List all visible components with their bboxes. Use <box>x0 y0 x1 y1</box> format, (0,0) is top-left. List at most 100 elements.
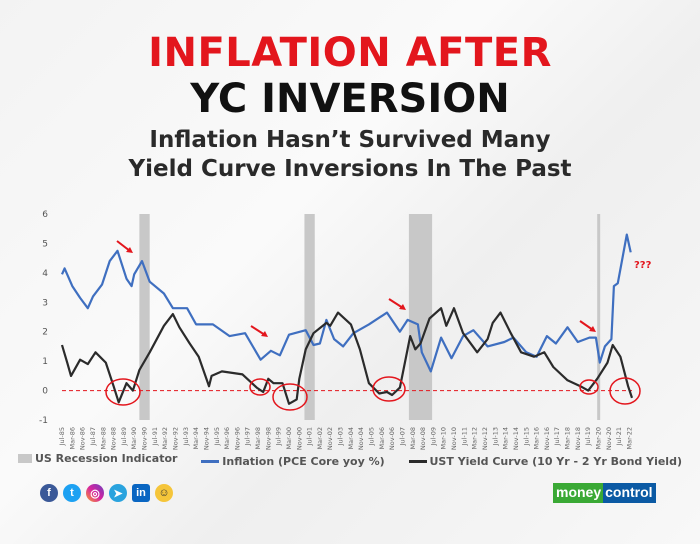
x-tick-label: Mar-18 <box>564 427 572 449</box>
moneycontrol-logo: money control <box>553 483 656 503</box>
x-tick-label: Nov-92 <box>171 427 179 450</box>
x-tick-label: Mar-14 <box>502 427 510 449</box>
logo-control: control <box>603 483 656 503</box>
x-tick-label: Nov-06 <box>388 427 396 450</box>
recession-bar <box>304 214 315 420</box>
x-tick-label: Jul-99 <box>275 427 283 446</box>
x-tick-label: Nov-12 <box>481 427 489 450</box>
x-tick-label: Nov-94 <box>202 427 210 450</box>
red-arrow <box>250 325 266 336</box>
x-tick-label: Mar-16 <box>533 427 541 449</box>
x-tick-label: Jul-89 <box>120 427 128 446</box>
twitter-icon[interactable]: t <box>63 484 81 502</box>
x-tick-label: Mar-22 <box>625 427 633 449</box>
koo-icon[interactable]: ☺ <box>155 484 173 502</box>
x-tick-label: Jul-95 <box>213 427 221 446</box>
red-arrowhead <box>399 304 406 310</box>
title-line-2: YC INVERSION <box>190 76 510 122</box>
x-tick-label: Nov-16 <box>543 427 551 450</box>
x-tick-label: Nov-98 <box>264 427 272 450</box>
subtitle-line-2: Yield Curve Inversions In The Past <box>128 156 572 182</box>
x-tick-label: Mar-92 <box>161 427 169 449</box>
red-arrowhead <box>589 326 596 332</box>
social-links: f t ◎ ➤ in ☺ <box>40 484 173 502</box>
x-tick-label: Nov-90 <box>141 427 149 450</box>
legend: US Recession Indicator Inflation (PCE Co… <box>0 452 700 468</box>
x-tick-label: Mar-08 <box>409 427 417 449</box>
title-line-1: INFLATION AFTER <box>148 30 552 76</box>
x-tick-label: Jul-87 <box>89 427 97 446</box>
inversion-circle <box>249 378 271 396</box>
x-tick-label: Mar-20 <box>594 427 602 449</box>
yield-curve-swatch <box>408 460 427 463</box>
red-arrow <box>116 240 131 252</box>
x-tick-label: Nov-08 <box>419 427 427 450</box>
y-tick-label: -1 <box>39 416 48 426</box>
x-tick-label: Jul-97 <box>244 427 252 446</box>
inversion-circle <box>272 383 308 411</box>
inversion-circle <box>372 376 406 402</box>
telegram-icon[interactable]: ➤ <box>109 484 127 502</box>
legend-recession: US Recession Indicator <box>18 452 177 465</box>
y-tick-label: 5 <box>42 239 48 249</box>
red-arrowhead <box>261 331 268 337</box>
x-tick-label: Jul-17 <box>553 427 561 446</box>
x-tick-label: Nov-86 <box>79 427 87 450</box>
x-tick-label: Nov-00 <box>295 427 303 450</box>
x-tick-label: Nov-04 <box>357 427 365 450</box>
x-tick-label: Mar-90 <box>130 427 138 449</box>
x-tick-label: Mar-10 <box>440 427 448 449</box>
inversion-circle <box>609 377 641 405</box>
x-tick-label: Jul-07 <box>398 427 406 446</box>
question-annotation: ??? <box>634 260 652 271</box>
x-tick-label: Jul-91 <box>151 427 159 446</box>
x-tick-label: Jul-15 <box>522 427 530 446</box>
x-tick-label: Jul-03 <box>337 427 345 446</box>
x-tick-label: Jul-85 <box>58 427 66 446</box>
x-tick-label: Jul-13 <box>491 427 499 446</box>
inversion-circle <box>579 379 599 395</box>
x-tick-label: Nov-10 <box>450 427 458 450</box>
x-tick-label: Jul-05 <box>368 427 376 446</box>
subtitle-line-1: Inflation Hasn’t Survived Many <box>149 127 551 153</box>
y-tick-label: 0 <box>42 387 48 397</box>
x-tick-label: Jul-21 <box>615 427 623 446</box>
x-tick-label: Nov-02 <box>326 427 334 450</box>
x-tick-label: Mar-88 <box>99 427 107 449</box>
x-tick-label: Mar-00 <box>285 427 293 449</box>
yield-curve-line <box>60 307 634 405</box>
x-tick-label: Mar-06 <box>378 427 386 449</box>
x-tick-label: Nov-14 <box>512 427 520 450</box>
instagram-icon[interactable]: ◎ <box>86 484 104 502</box>
y-tick-label: 4 <box>42 269 48 279</box>
recession-bar <box>597 214 601 420</box>
x-tick-label: Mar-98 <box>254 427 262 449</box>
y-tick-label: 6 <box>42 210 48 220</box>
x-tick-label: Mar-12 <box>471 427 479 449</box>
y-tick-label: 3 <box>42 298 48 308</box>
x-tick-label: Nov-20 <box>605 427 613 450</box>
x-tick-label: Mar-94 <box>192 427 200 449</box>
x-tick-label: Jul-09 <box>429 427 437 446</box>
facebook-icon[interactable]: f <box>40 484 58 502</box>
inflation-swatch <box>201 460 220 463</box>
legend-inflation-label: Inflation (PCE Core yoy %) <box>222 455 385 468</box>
legend-yield-curve-label: UST Yield Curve (10 Yr - 2 Yr Bond Yield… <box>429 455 682 468</box>
x-tick-label: Jul-19 <box>584 427 592 446</box>
inflation-line <box>60 233 632 373</box>
linkedin-icon[interactable]: in <box>132 484 150 502</box>
subtitle: Inflation Hasn’t Survived Many Yield Cur… <box>0 126 700 184</box>
legend-recession-label: US Recession Indicator <box>35 452 178 465</box>
x-tick-label: Mar-02 <box>316 427 324 449</box>
x-tick-label: Mar-86 <box>68 427 76 449</box>
y-tick-label: 1 <box>42 357 48 367</box>
x-tick-label: Jul-93 <box>182 427 190 446</box>
y-tick-label: 2 <box>42 328 48 338</box>
legend-inflation: Inflation (PCE Core yoy %) <box>201 455 385 468</box>
legend-yield-curve: UST Yield Curve (10 Yr - 2 Yr Bond Yield… <box>408 455 682 468</box>
x-tick-label: Jul-11 <box>460 427 468 446</box>
x-tick-label: Mar-96 <box>223 427 231 449</box>
x-tick-label: Nov-88 <box>110 427 118 450</box>
x-tick-label: Nov-96 <box>233 427 241 450</box>
